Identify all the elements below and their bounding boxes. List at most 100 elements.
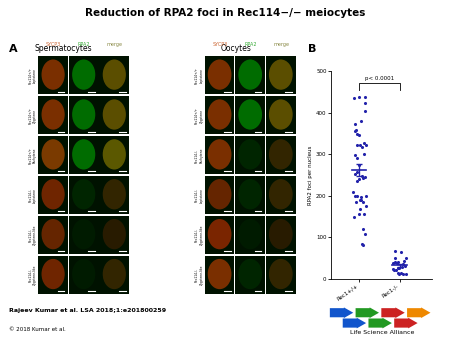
Point: [357, 194, 364, 200]
Point: [360, 242, 367, 247]
Point: [361, 231, 369, 237]
Ellipse shape: [269, 179, 292, 210]
Point: [394, 259, 401, 265]
Point: [359, 144, 366, 149]
Point: [400, 259, 407, 264]
FancyArrow shape: [381, 307, 405, 318]
Ellipse shape: [72, 139, 95, 170]
Point: [360, 175, 367, 181]
Point: [401, 263, 409, 269]
Point: [356, 197, 364, 202]
Point: [354, 170, 361, 175]
Point: [395, 265, 402, 270]
Ellipse shape: [41, 219, 65, 249]
Point: [354, 142, 361, 148]
Text: Rec114-/-
Zygotene-like: Rec114-/- Zygotene-like: [195, 225, 203, 245]
Point: [362, 203, 369, 209]
Ellipse shape: [103, 59, 126, 90]
Point: [356, 206, 363, 212]
Ellipse shape: [72, 219, 95, 249]
Point: [398, 270, 405, 275]
Text: Rec114+/+
Zygotene: Rec114+/+ Zygotene: [28, 107, 37, 124]
Ellipse shape: [208, 99, 231, 130]
Ellipse shape: [238, 139, 262, 170]
Point: [391, 256, 398, 261]
Point: [389, 266, 396, 272]
Ellipse shape: [103, 179, 126, 210]
Point: [358, 197, 365, 202]
Point: [402, 255, 409, 260]
Text: RPA2: RPA2: [244, 42, 257, 47]
Point: [398, 249, 405, 255]
Point: [391, 249, 398, 254]
Point: [356, 212, 363, 217]
Ellipse shape: [208, 179, 231, 210]
Point: [356, 132, 363, 138]
Point: [350, 189, 357, 195]
Point: [353, 131, 360, 137]
Point: [359, 174, 366, 179]
Text: Life Science Alliance: Life Science Alliance: [350, 330, 415, 335]
Point: [360, 140, 368, 146]
Point: [356, 95, 363, 100]
Text: Oocytes: Oocytes: [221, 44, 252, 53]
Ellipse shape: [269, 219, 292, 249]
Point: [353, 199, 360, 204]
Point: [361, 174, 369, 180]
Ellipse shape: [269, 139, 292, 170]
Ellipse shape: [103, 99, 126, 130]
Point: [351, 128, 358, 133]
Text: Rec114+/+
Zygotene: Rec114+/+ Zygotene: [195, 107, 203, 124]
Text: Rec114-/-
Zygotene-like: Rec114-/- Zygotene-like: [28, 225, 37, 245]
Point: [356, 142, 364, 148]
Ellipse shape: [41, 179, 65, 210]
Text: Rec114-/-
Zygotene-like: Rec114-/- Zygotene-like: [28, 265, 37, 285]
Point: [356, 176, 363, 182]
Point: [392, 259, 399, 264]
FancyArrow shape: [356, 307, 379, 318]
Ellipse shape: [41, 259, 65, 289]
Ellipse shape: [269, 99, 292, 130]
Ellipse shape: [208, 259, 231, 289]
Ellipse shape: [41, 99, 65, 130]
Ellipse shape: [72, 59, 95, 90]
Point: [352, 122, 359, 127]
Point: [389, 260, 396, 266]
Point: [358, 242, 365, 247]
Point: [393, 260, 400, 265]
Text: RPA2: RPA2: [78, 42, 90, 47]
Point: [353, 128, 360, 133]
Point: [396, 265, 403, 270]
Point: [350, 95, 357, 100]
Ellipse shape: [103, 219, 126, 249]
FancyArrow shape: [330, 307, 353, 318]
Y-axis label: RPA2 foci per nucleus: RPA2 foci per nucleus: [308, 145, 313, 204]
Text: A: A: [9, 44, 18, 54]
FancyArrow shape: [407, 307, 431, 318]
Ellipse shape: [208, 139, 231, 170]
FancyArrow shape: [369, 318, 392, 329]
Point: [356, 162, 363, 168]
Ellipse shape: [238, 179, 262, 210]
Point: [362, 100, 369, 105]
Text: Rec114-/-
Zygotene-like: Rec114-/- Zygotene-like: [195, 265, 203, 285]
Ellipse shape: [103, 139, 126, 170]
Text: Rec114+/+
Pachytene: Rec114+/+ Pachytene: [28, 147, 37, 164]
Point: [399, 262, 406, 267]
Ellipse shape: [72, 99, 95, 130]
Point: [396, 272, 403, 277]
FancyArrow shape: [343, 318, 366, 329]
Point: [353, 193, 360, 198]
Ellipse shape: [238, 59, 262, 90]
Point: [351, 171, 359, 176]
Point: [352, 193, 359, 198]
Ellipse shape: [72, 259, 95, 289]
Ellipse shape: [208, 219, 231, 249]
Point: [399, 264, 406, 270]
Text: Rec114-/-
Pachytene: Rec114-/- Pachytene: [195, 148, 203, 163]
Point: [360, 199, 367, 205]
Ellipse shape: [103, 259, 126, 289]
Text: merge: merge: [107, 42, 123, 47]
Point: [360, 226, 367, 232]
Point: [402, 271, 410, 276]
